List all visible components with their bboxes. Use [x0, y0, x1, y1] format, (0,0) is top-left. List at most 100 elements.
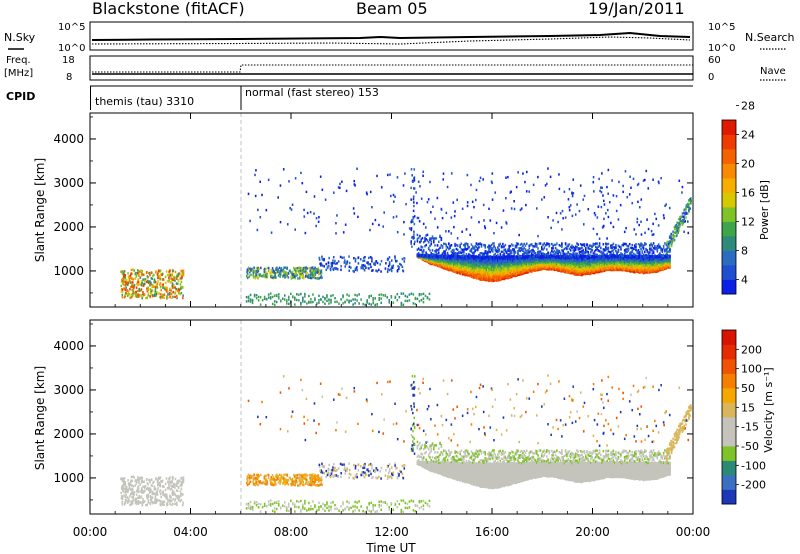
power-cell — [589, 248, 592, 251]
power-cell — [294, 298, 296, 301]
power-cell — [469, 265, 471, 270]
power-cell — [261, 274, 263, 278]
power-cell — [513, 267, 515, 271]
power-cell — [150, 291, 153, 295]
power-cell — [302, 276, 305, 280]
power-cell — [492, 273, 494, 277]
power-cell — [286, 274, 289, 277]
power-cell — [484, 272, 487, 276]
power-cell — [422, 292, 425, 296]
power-cell — [123, 280, 126, 283]
power-cell — [533, 251, 536, 254]
power-cell — [342, 302, 344, 305]
power-cell — [132, 292, 134, 296]
power-cell — [513, 256, 515, 261]
power-cell — [314, 266, 316, 270]
power-cell — [523, 251, 526, 254]
power-cell — [285, 299, 288, 302]
power-cell — [479, 264, 482, 268]
power-cell — [450, 261, 453, 265]
power-cell — [497, 250, 499, 254]
power-cell — [644, 250, 646, 254]
power-cell — [666, 251, 668, 254]
power-cell — [546, 248, 548, 251]
power-cell — [175, 282, 178, 285]
power-cell — [593, 211, 596, 215]
power-cell — [424, 239, 426, 242]
power-cell — [141, 269, 144, 273]
power-cell — [120, 270, 122, 274]
power-cell — [533, 259, 536, 263]
power-cell — [471, 275, 474, 279]
power-cell — [481, 264, 484, 268]
power-cell — [350, 299, 352, 303]
power-cell — [484, 251, 487, 255]
power-cell — [363, 259, 366, 262]
power-cell — [543, 261, 546, 265]
power-cell — [489, 273, 492, 277]
power-cell — [689, 198, 691, 201]
power-cell — [466, 201, 469, 204]
power-cell — [662, 214, 665, 217]
power-cell — [518, 233, 520, 237]
power-cell — [169, 273, 172, 277]
power-cell — [494, 268, 497, 272]
power-cell — [489, 255, 492, 259]
power-cell — [386, 296, 389, 299]
power-cell — [484, 270, 487, 274]
power-cell — [534, 242, 537, 245]
power-cell — [622, 242, 625, 245]
power-cell — [416, 297, 419, 301]
power-cell — [612, 252, 615, 255]
power-cell — [508, 275, 510, 280]
power-cell — [621, 253, 623, 256]
power-cell — [498, 272, 500, 276]
power-cell — [559, 212, 562, 215]
power-cell — [522, 249, 524, 253]
power-cell — [504, 255, 507, 259]
power-cell — [171, 270, 174, 274]
power-cell — [146, 275, 149, 278]
power-cell — [417, 236, 420, 240]
power-cell — [298, 269, 300, 273]
power-cell — [669, 254, 671, 258]
power-cell — [378, 297, 381, 300]
power-cell — [566, 247, 568, 251]
power-cell — [499, 272, 502, 276]
power-cell — [162, 286, 164, 289]
power-cell — [584, 271, 587, 275]
power-cell — [408, 293, 411, 296]
power-cell — [489, 278, 492, 282]
power-cell — [647, 227, 650, 231]
power-cell — [135, 290, 137, 294]
power-cell — [581, 265, 583, 269]
power-cell — [503, 277, 505, 281]
power-cell — [161, 293, 164, 297]
power-cell — [522, 267, 524, 271]
power-cell — [419, 234, 421, 238]
power-cell — [159, 282, 162, 285]
power-cell — [251, 299, 254, 302]
power-cell — [679, 219, 682, 223]
power-cell — [484, 244, 487, 247]
power-cell — [494, 266, 497, 270]
power-cell — [159, 275, 161, 278]
power-cell — [510, 265, 513, 270]
power-cell — [630, 253, 632, 256]
power-cell — [180, 285, 182, 289]
power-cell — [500, 277, 503, 281]
power-cell — [527, 270, 529, 274]
power-cell — [542, 255, 544, 260]
power-cell — [463, 255, 465, 259]
power-cell — [553, 243, 556, 246]
power-cell — [277, 274, 280, 277]
power-cell — [582, 259, 585, 263]
power-cell — [476, 267, 479, 271]
power-cell — [659, 263, 661, 267]
power-cell — [610, 253, 612, 256]
power-cell — [615, 249, 617, 253]
power-cell — [312, 274, 315, 277]
power-cell — [657, 243, 660, 246]
power-cell — [166, 296, 168, 299]
